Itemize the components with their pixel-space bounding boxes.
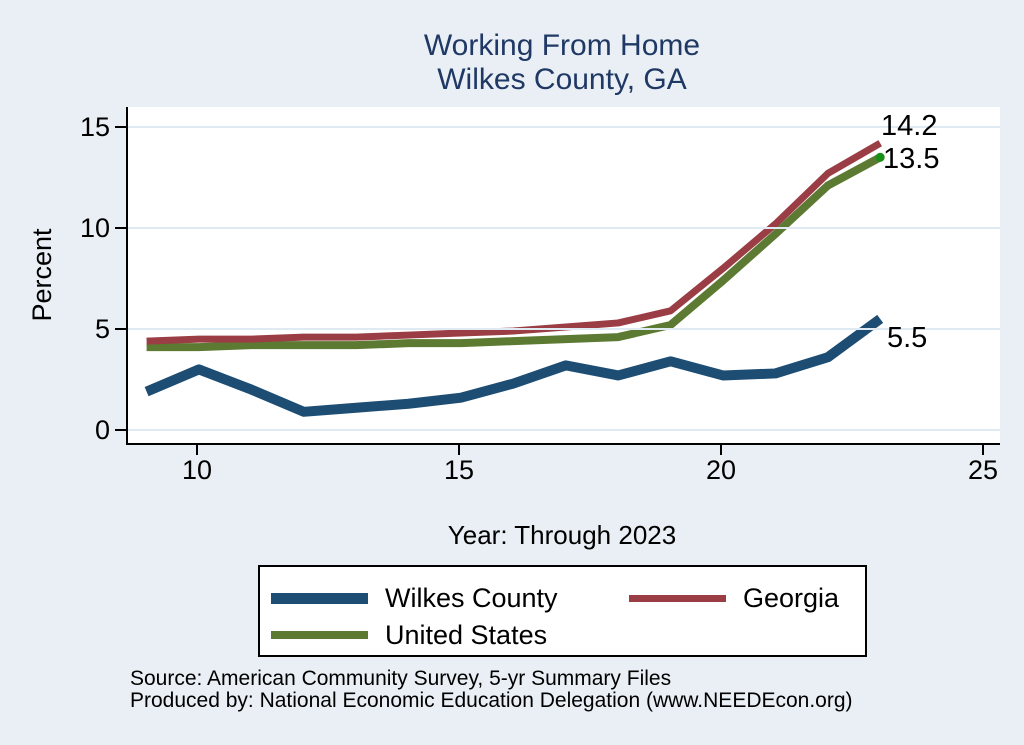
series-plot xyxy=(144,140,885,417)
grid-line-y-10 xyxy=(128,227,1000,229)
y-tick-label-10: 10 xyxy=(79,213,110,243)
y-tick-label-0: 0 xyxy=(94,415,110,445)
legend-swatch-united-states xyxy=(271,631,368,639)
x-tick-label-25: 25 xyxy=(967,455,999,485)
x-tick-10 xyxy=(196,445,198,455)
end-label-georgia: 14.2 xyxy=(881,110,938,142)
end-label-wilkes-county: 5.5 xyxy=(887,322,928,354)
series-line-united-states xyxy=(146,153,883,352)
legend-label-georgia: Georgia xyxy=(743,582,840,613)
y-tick-5 xyxy=(115,328,126,330)
x-axis-title: Year: Through 2023 xyxy=(447,520,677,550)
x-tick-20 xyxy=(720,445,722,455)
legend-item-wilkes-county: Wilkes County xyxy=(271,580,558,616)
grid-line-y-5 xyxy=(128,328,1000,330)
legend-item-united-states: United States xyxy=(271,617,547,653)
source-note: Source: American Community Survey, 5-yr … xyxy=(130,667,672,690)
y-tick-15 xyxy=(115,126,126,128)
y-tick-10 xyxy=(115,227,126,229)
y-tick-label-5: 5 xyxy=(94,314,110,344)
legend-swatch-wilkes-county xyxy=(271,592,368,604)
notes: Source: American Community Survey, 5-yr … xyxy=(130,668,853,712)
title-line-1: Working From Home xyxy=(423,29,701,62)
series-line-wilkes-county xyxy=(144,314,884,417)
legend-box: Wilkes County Georgia United States xyxy=(258,565,867,657)
produced-by-note: Produced by: National Economic Education… xyxy=(130,689,853,712)
chart-title: Working From Home Wilkes County, GA xyxy=(126,29,998,97)
legend-label-united-states: United States xyxy=(385,619,548,650)
x-tick-25 xyxy=(982,445,984,455)
end-label-united-states: 13.5 xyxy=(883,143,940,175)
y-tick-label-15: 15 xyxy=(79,112,110,142)
legend-label-wilkes-county: Wilkes County xyxy=(385,582,558,613)
legend-item-georgia: Georgia xyxy=(629,580,839,616)
legend-swatch-georgia xyxy=(629,594,726,602)
grid-line-y-0 xyxy=(128,429,1000,431)
x-tick-label-10: 10 xyxy=(181,455,213,485)
x-tick-15 xyxy=(458,445,460,455)
series-line-georgia xyxy=(146,140,882,345)
y-tick-0 xyxy=(115,429,126,431)
grid-line-y-15 xyxy=(128,126,1000,128)
x-tick-label-15: 15 xyxy=(443,455,475,485)
end-marker-united-states xyxy=(875,152,885,162)
plot-area xyxy=(126,107,1000,445)
title-line-2: Wilkes County, GA xyxy=(437,63,687,96)
x-tick-label-20: 20 xyxy=(705,455,737,485)
